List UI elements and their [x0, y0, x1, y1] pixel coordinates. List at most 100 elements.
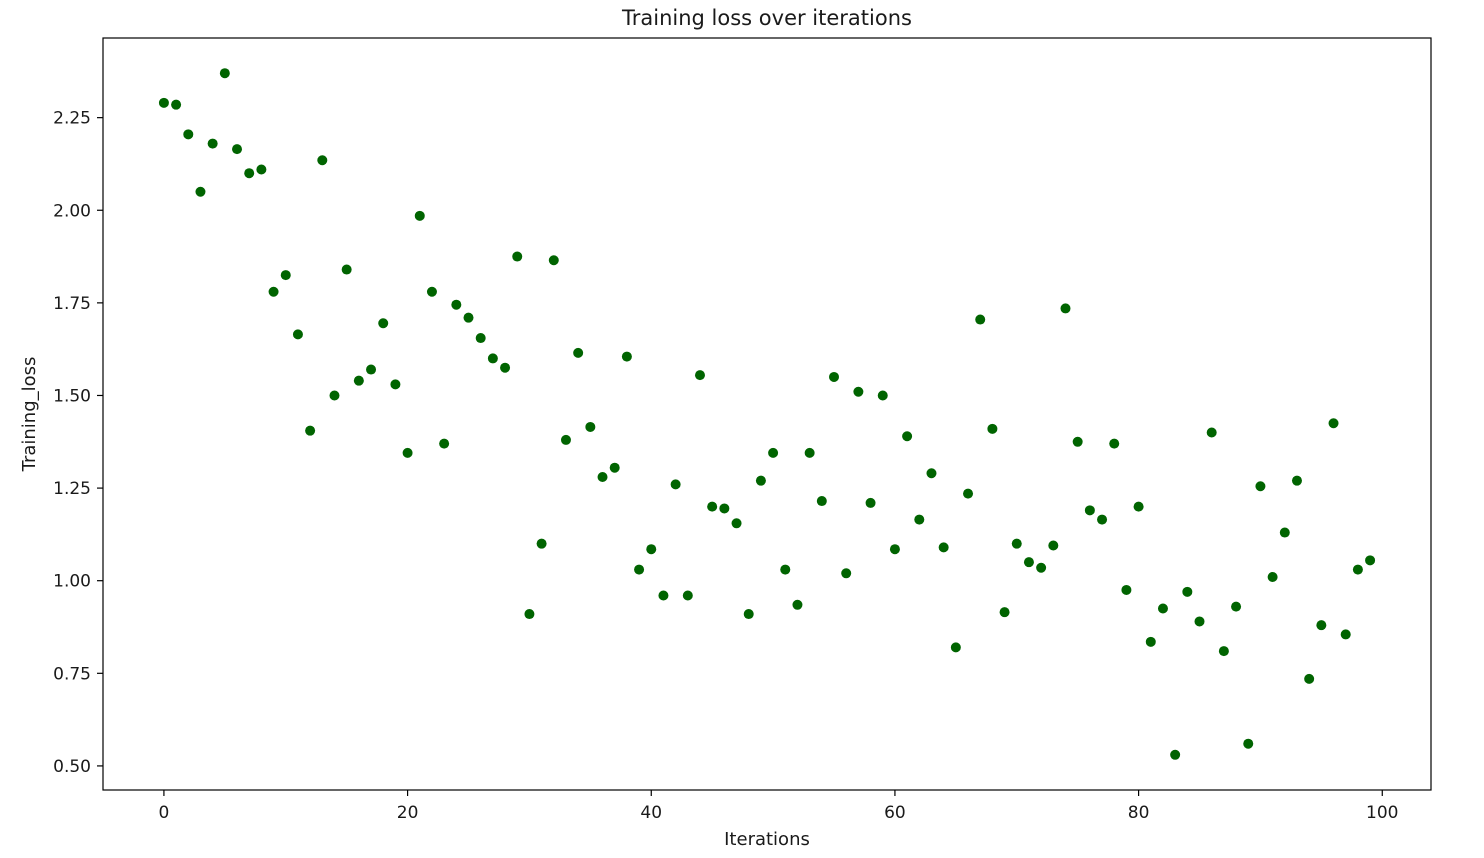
- data-point: [1084, 505, 1095, 516]
- data-point: [158, 97, 169, 108]
- x-tick-label: 100: [1366, 803, 1398, 823]
- data-point: [792, 599, 803, 610]
- data-point: [341, 264, 352, 275]
- data-point: [938, 542, 949, 553]
- data-point: [292, 329, 303, 340]
- data-point: [414, 210, 425, 221]
- y-tick-label: 1.75: [53, 294, 91, 314]
- data-point: [865, 497, 876, 508]
- data-point: [1218, 646, 1229, 657]
- data-point: [475, 333, 486, 344]
- x-axis: 0 20 40 60 80 100: [159, 790, 1398, 823]
- data-point: [902, 431, 913, 442]
- data-point: [366, 364, 377, 375]
- data-point: [463, 312, 474, 323]
- data-point: [402, 447, 413, 458]
- data-point: [914, 514, 925, 525]
- data-point: [1182, 586, 1193, 597]
- x-axis-label: Iterations: [724, 829, 810, 850]
- data-point: [1133, 501, 1144, 512]
- data-point: [731, 518, 742, 529]
- data-point: [560, 434, 571, 445]
- data-point: [329, 390, 340, 401]
- data-point: [975, 314, 986, 325]
- data-point: [987, 423, 998, 434]
- data-point: [305, 425, 316, 436]
- data-point: [658, 590, 669, 601]
- y-tick-label: 1.50: [53, 386, 91, 406]
- x-tick-label: 60: [884, 803, 906, 823]
- data-points: [158, 68, 1376, 760]
- chart-title: Training loss over iterations: [621, 6, 912, 30]
- data-point: [1255, 481, 1266, 492]
- data-point: [1340, 629, 1351, 640]
- data-point: [1011, 538, 1022, 549]
- data-point: [1145, 636, 1156, 647]
- data-point: [536, 538, 547, 549]
- data-point: [889, 544, 900, 555]
- data-point: [207, 138, 218, 149]
- data-point: [487, 353, 498, 364]
- data-point: [353, 375, 364, 386]
- data-point: [1206, 427, 1217, 438]
- data-point: [780, 564, 791, 575]
- data-point: [816, 496, 827, 507]
- data-point: [1060, 303, 1071, 314]
- data-point: [1304, 673, 1315, 684]
- data-point: [1279, 527, 1290, 538]
- data-point: [232, 144, 243, 155]
- data-point: [219, 68, 230, 79]
- data-point: [183, 129, 194, 140]
- data-point: [634, 564, 645, 575]
- y-tick-label: 0.75: [53, 664, 91, 684]
- data-point: [950, 642, 961, 653]
- data-point: [670, 479, 681, 490]
- data-point: [378, 318, 389, 329]
- data-point: [694, 370, 705, 381]
- data-point: [597, 471, 608, 482]
- data-point: [500, 362, 511, 373]
- y-tick-label: 1.00: [53, 572, 91, 592]
- data-point: [280, 270, 291, 281]
- data-point: [963, 488, 974, 499]
- data-point: [390, 379, 401, 390]
- data-point: [829, 371, 840, 382]
- data-point: [841, 568, 852, 579]
- data-point: [1352, 564, 1363, 575]
- y-tick-label: 1.25: [53, 479, 91, 499]
- y-tick-label: 2.25: [53, 109, 91, 129]
- x-tick-label: 0: [159, 803, 170, 823]
- data-point: [256, 164, 267, 175]
- data-point: [1072, 436, 1083, 447]
- data-point: [548, 255, 559, 266]
- data-point: [1316, 620, 1327, 631]
- data-point: [682, 590, 693, 601]
- data-point: [646, 544, 657, 555]
- data-point: [1023, 557, 1034, 568]
- y-tick-label: 0.50: [53, 757, 91, 777]
- data-point: [585, 421, 596, 432]
- data-point: [853, 386, 864, 397]
- data-point: [573, 347, 584, 358]
- data-point: [926, 468, 937, 479]
- data-point: [719, 503, 730, 514]
- data-point: [609, 462, 620, 473]
- data-point: [1097, 514, 1108, 525]
- data-point: [1267, 571, 1278, 582]
- data-point: [1036, 562, 1047, 573]
- y-tick-label: 2.00: [53, 201, 91, 221]
- data-point: [1365, 555, 1376, 566]
- data-point: [999, 607, 1010, 618]
- x-tick-label: 40: [640, 803, 662, 823]
- data-point: [244, 168, 255, 179]
- data-point: [268, 286, 279, 297]
- data-point: [1328, 418, 1339, 429]
- data-point: [877, 390, 888, 401]
- data-point: [317, 155, 328, 166]
- data-point: [426, 286, 437, 297]
- plot-area: [102, 37, 1432, 791]
- data-point: [1048, 540, 1059, 551]
- data-point: [1194, 616, 1205, 627]
- data-point: [1231, 601, 1242, 612]
